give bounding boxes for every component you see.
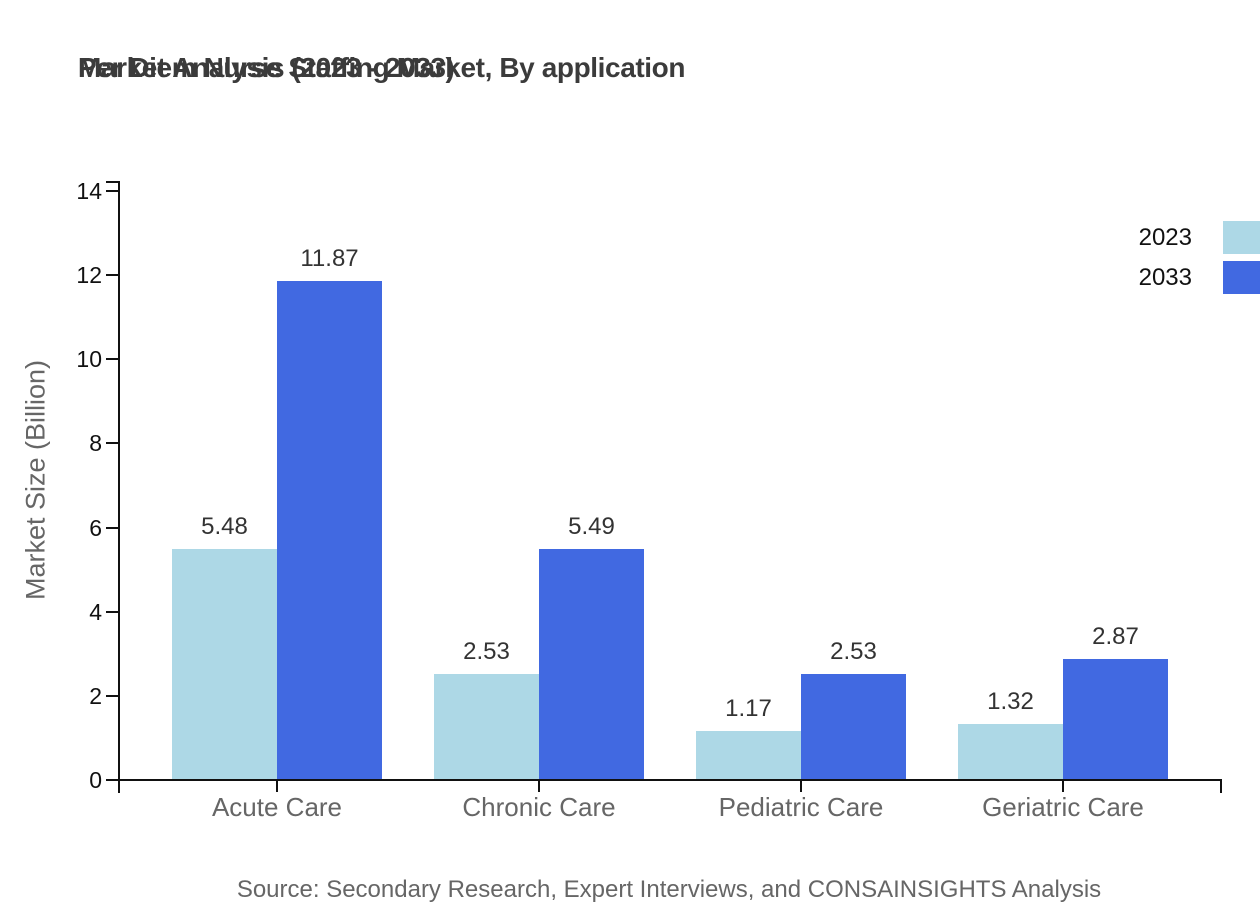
legend-swatch-2023 [1223,221,1260,254]
y-tick [106,695,118,697]
y-axis-line [118,181,120,793]
x-tick [800,780,802,792]
y-tick [106,779,118,781]
value-label: 1.32 [987,688,1034,715]
x-axis-line [118,779,1222,781]
bar-2033-3 [1063,659,1168,780]
bar-2033-0 [277,281,382,780]
x-tick [276,780,278,792]
bar-2023-0 [172,549,277,780]
y-tick [106,274,118,276]
x-tick [538,780,540,792]
y-tick [106,190,118,192]
value-label: 11.87 [300,245,359,272]
value-label: 1.17 [725,695,772,722]
y-tick [106,611,118,613]
y-tick-label: 10 [76,346,102,372]
value-label: 2.53 [830,638,877,665]
y-tick-label: 2 [89,683,102,709]
x-category-label: Acute Care [211,792,343,822]
y-tick-label: 6 [89,515,102,541]
source-note: Source: Secondary Research, Expert Inter… [236,876,1102,903]
value-label: 5.48 [201,513,248,540]
bar-2033-2 [801,674,906,780]
x-category-label: Chronic Care [462,792,616,822]
y-tick-label: 14 [76,178,102,204]
x-tick [1062,780,1064,792]
y-axis-title: Market Size (Billion) [20,359,51,601]
bar-2023-1 [434,674,539,780]
chart-title-line1: Per Diem Nurse Staffing Market, By appli… [78,52,686,83]
y-axis-top-cap [106,181,118,183]
legend-label: 2033 [1138,264,1192,291]
y-tick-label: 12 [76,262,102,288]
x-category-label: Pediatric Care [718,792,884,822]
y-tick-label: 8 [89,430,102,456]
value-label: 5.49 [568,513,615,540]
x-category-label: Geriatric Care [982,792,1144,822]
value-label: 2.87 [1092,623,1139,650]
y-tick [106,442,118,444]
bar-2033-1 [539,549,644,780]
bar-2023-2 [696,731,801,780]
bar-2023-3 [958,724,1063,780]
value-label: 2.53 [463,638,510,665]
legend-swatch-2033 [1223,261,1260,294]
y-tick [106,358,118,360]
chart-title-line2: Market Analysis (2023 - 2033) [78,52,455,83]
x-axis-end-tick [1220,779,1222,793]
y-tick-label: 0 [89,767,102,793]
legend-label: 2023 [1138,224,1192,251]
y-tick [106,527,118,529]
y-tick-label: 4 [89,599,102,625]
